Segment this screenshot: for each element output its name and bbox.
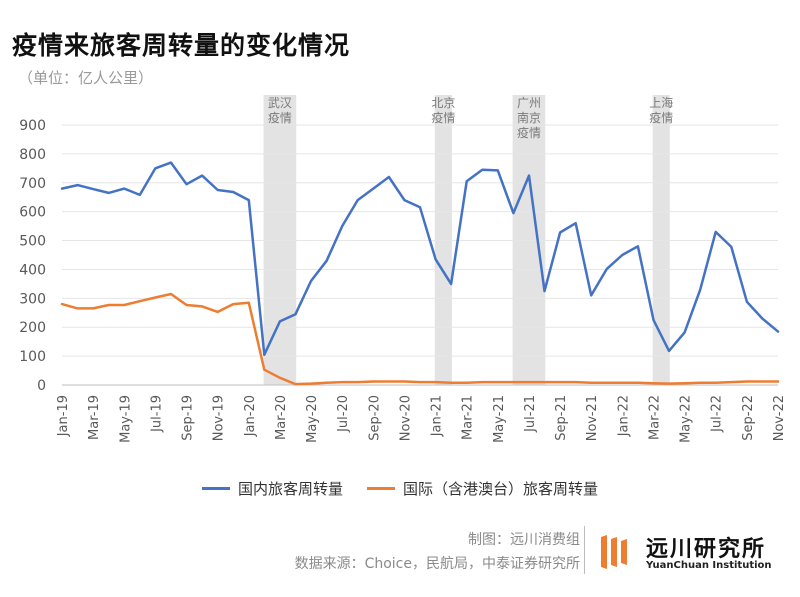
band-label-2-1: 南京 [517,110,541,125]
y-tick-label: 100 [19,349,46,365]
series-line-1 [60,292,780,386]
x-tick-label: Mar-22 [647,395,662,440]
y-tick-label: 800 [19,147,46,163]
epidemic-band-3 [652,95,670,385]
x-tick-label: Jul-20 [336,395,351,433]
y-tick-label: 700 [19,176,46,192]
footer-chart-by: 制图：远川消费组 [468,532,580,548]
legend-item-international: 国际（含港澳台）旅客周转量 [367,478,598,499]
epidemic-band-1 [434,95,452,385]
band-label-0-1: 疫情 [268,110,292,125]
y-tick-label: 200 [19,320,46,336]
x-tick-label: Jan-22 [616,395,631,437]
x-tick-label: May-22 [679,395,694,443]
band-label-0-0: 武汉 [268,96,292,110]
line-chart: 武汉疫情北京疫情广州南京疫情上海疫情0100200300400500600700… [19,95,787,443]
x-tick-label: Mar-21 [461,395,476,440]
x-tick-label: Jul-21 [523,395,538,433]
legend: 国内旅客周转量 国际（含港澳台）旅客周转量 [0,478,800,499]
band-label-1-0: 北京 [431,96,455,110]
x-tick-label: Jul-19 [149,395,164,433]
x-tick-label: Sep-19 [181,395,196,441]
legend-swatch-domestic [201,487,230,490]
y-tick-label: 300 [19,291,46,307]
logo-text-cn: 远川研究所 [646,537,767,562]
brand-logo: 远川研究所 YuanChuan Institution [598,531,788,575]
x-tick-label: May-19 [118,395,133,443]
chart-title: 疫情来旅客周转量的变化情况 [12,31,351,60]
footer-source: 数据来源：Choice，民航局，中泰证券研究所 [294,556,580,572]
unit-label: （单位：亿人公里） [18,69,154,87]
x-tick-label: May-21 [492,395,507,443]
x-tick-label: Jan-19 [56,395,71,437]
logo-mark-icon [601,535,627,569]
y-tick-label: 0 [37,378,46,394]
y-tick-label: 500 [19,234,46,250]
x-tick-label: Jul-22 [710,395,725,433]
footer-credits: 制图：远川消费组 数据来源：Choice，民航局，中泰证券研究所 [220,528,580,576]
series-line-0 [60,161,780,356]
x-tick-label: Sep-21 [554,395,569,441]
x-tick-label: Nov-22 [772,395,787,441]
x-tick-label: Sep-22 [741,395,756,441]
legend-label-domestic: 国内旅客周转量 [237,480,343,498]
footer-divider [584,526,585,574]
epidemic-band-2 [512,95,546,385]
epidemic-band-0 [263,95,297,385]
band-label-2-0: 广州 [517,96,541,110]
legend-item-domestic: 国内旅客周转量 [201,478,343,499]
legend-swatch-international [367,487,395,490]
band-label-2-2: 疫情 [517,125,541,140]
x-tick-label: Nov-19 [212,395,227,441]
x-tick-label: May-20 [305,395,320,443]
band-label-1-1: 疫情 [431,110,455,125]
band-label-3-1: 疫情 [649,110,673,125]
band-label-3-0: 上海 [649,95,673,110]
x-tick-label: Jan-20 [243,395,258,437]
x-tick-label: Jan-21 [430,395,445,437]
y-tick-label: 900 [19,118,46,134]
x-tick-label: Nov-20 [398,395,413,441]
legend-label-international: 国际（含港澳台）旅客周转量 [403,480,599,498]
logo-text-en: YuanChuan Institution [646,560,772,571]
y-tick-label: 600 [19,205,46,221]
y-tick-label: 400 [19,262,46,278]
x-tick-label: Mar-20 [274,395,289,440]
x-tick-label: Nov-21 [585,395,600,441]
x-tick-label: Mar-19 [87,395,102,440]
x-tick-label: Sep-20 [367,395,382,441]
